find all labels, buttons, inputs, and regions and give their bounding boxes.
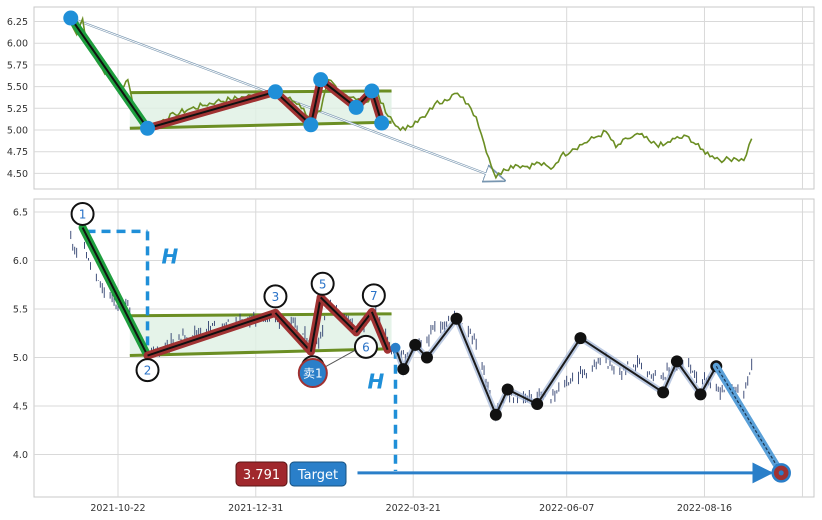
pivot-marker [348, 99, 364, 115]
bottom-channel-fill [129, 313, 392, 356]
top-ytick-label: 5.25 [7, 104, 28, 115]
target-value-box [235, 461, 288, 487]
top-ytick-label: 6.25 [7, 17, 28, 28]
pivot-marker [364, 83, 380, 99]
projection-marker [657, 386, 670, 399]
top-ytick-label: 5.75 [7, 60, 28, 71]
bottom-panel: 6.56.05.55.04.54.0 2021-10-22 2021-12-31 2… [13, 198, 815, 514]
bottom-x-axis: 2021-10-22 2021-12-31 2022-03-21 2022-06-07… [90, 503, 732, 514]
pattern-path [78, 223, 392, 360]
pattern-segment-core [320, 296, 357, 333]
top-y-axis: 6.25 6.00 5.75 5.50 5.25 5.00 4.75 4.50 [7, 17, 28, 180]
pivot-marker [140, 120, 156, 136]
bottom-ytick-label: 5.0 [13, 353, 28, 364]
pattern-labels: 1 2 3 5 6 7 卖1 [70, 201, 386, 389]
pattern-label-text: 5 [319, 277, 327, 291]
bottom-ytick-label: 6.5 [13, 208, 28, 219]
top-pivot-segment-core [69, 17, 149, 129]
pattern-segment-core [147, 311, 276, 357]
top-channel-upper-line [129, 89, 392, 95]
pattern-label-text: 1 [79, 207, 87, 221]
height-marker: HH [86, 229, 398, 471]
pattern-segment-core [274, 312, 312, 353]
pattern-label-circle [353, 334, 378, 359]
bottom-ytick-label: 4.0 [13, 450, 28, 461]
bottom-ytick-label: 5.5 [13, 305, 28, 316]
pattern-label-text: 6 [362, 340, 370, 354]
target-arrow-core [715, 365, 782, 474]
bottom-channel-lower-line [129, 347, 392, 358]
projection-marker [694, 388, 707, 401]
pattern-segment-core [370, 311, 389, 351]
pivot-marker [374, 115, 390, 131]
projected-height-label: H [367, 370, 384, 394]
top-pivot-segment-core [274, 91, 312, 126]
pattern-label-circle [70, 201, 95, 226]
pivot-marker [313, 72, 329, 88]
pivot-marker [303, 117, 319, 133]
projection-marker [409, 338, 422, 351]
top-ytick-label: 5.00 [7, 126, 28, 137]
bottom-xtick-label: 2022-08-16 [677, 503, 732, 514]
projection-start-marker [390, 342, 401, 353]
projection-marker [489, 408, 502, 421]
pattern-label-circle [135, 358, 160, 383]
projection-path [390, 312, 723, 423]
top-ytick-label: 5.50 [7, 82, 28, 93]
top-channel [129, 89, 392, 130]
top-channel-lower-line [129, 120, 392, 130]
pattern-label-text: 2 [144, 364, 152, 378]
projection-marker [420, 351, 433, 364]
target-marker-core [778, 470, 784, 476]
pattern-label-text: 7 [370, 289, 378, 303]
sell-signal-text: 卖1 [303, 367, 323, 381]
projection-marker [670, 355, 683, 368]
projection-marker [397, 363, 410, 376]
bottom-channel [129, 312, 392, 358]
projection-marker [501, 383, 514, 396]
top-pivot-segment-core [147, 90, 276, 130]
pivot-marker [63, 10, 79, 26]
bottom-ytick-label: 4.5 [13, 402, 28, 413]
pattern-label-circle [310, 271, 335, 296]
bottom-xtick-label: 2022-03-21 [386, 503, 441, 514]
target-group: 3.791 Target [235, 362, 791, 487]
bottom-y-axis: 6.5 6.0 5.5 5.0 4.5 4.0 [13, 208, 28, 462]
top-price-line [70, 15, 753, 180]
pattern-label-circle [263, 284, 288, 309]
top-channel-fill [129, 90, 392, 129]
top-ytick-label: 6.00 [7, 39, 28, 50]
signal-connector [324, 349, 357, 368]
target-label-text: Target [297, 468, 338, 483]
top-panel: 6.25 6.00 5.75 5.50 5.25 5.00 4.75 4.50 [7, 6, 815, 190]
pattern-label-text: 3 [272, 290, 280, 304]
pattern-segment-core [309, 297, 322, 352]
pattern-label-circle [361, 283, 386, 308]
bottom-xtick-label: 2021-12-31 [228, 503, 283, 514]
bottom-xtick-label: 2021-10-22 [90, 503, 145, 514]
projection-marker [574, 332, 587, 345]
top-ytick-label: 4.50 [7, 169, 28, 180]
target-label-box [289, 461, 347, 487]
bottom-xtick-label: 2022-06-07 [539, 503, 594, 514]
projection-marker [450, 312, 463, 325]
pattern-segment-core [81, 227, 149, 357]
top-pivot-path [63, 10, 390, 136]
top-pivot-segment-core [320, 78, 357, 109]
pivot-marker [267, 84, 283, 100]
bottom-ytick-label: 6.0 [13, 256, 28, 267]
target-value-text: 3.791 [243, 468, 280, 483]
price-line [70, 15, 753, 180]
height-label: H [162, 244, 179, 268]
top-ytick-label: 4.75 [7, 147, 28, 158]
projection-marker [531, 398, 544, 411]
sell-signal-marker [297, 358, 328, 389]
top-pivot-segment-core [309, 79, 322, 126]
